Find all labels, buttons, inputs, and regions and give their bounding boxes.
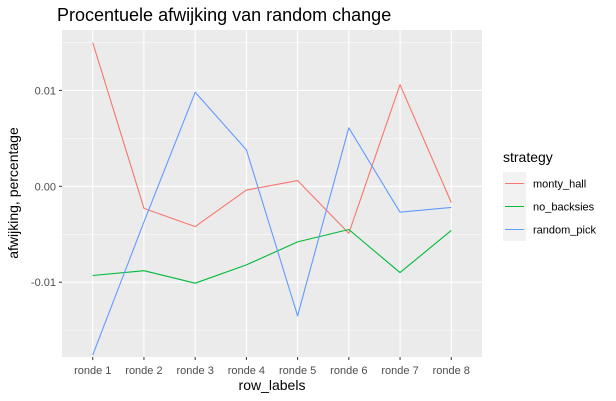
y-axis-title: afwijking, percentage <box>5 127 21 259</box>
y-tick-label: 0.01 <box>35 85 56 97</box>
x-tick-label: ronde 5 <box>279 365 316 377</box>
legend-label: random_pick <box>533 225 596 237</box>
x-tick-label: ronde 1 <box>74 365 111 377</box>
legend-items: monty_hall no_backsies random_pick <box>503 172 596 241</box>
legend-title: strategy <box>503 149 553 165</box>
x-tick-label: ronde 2 <box>125 365 162 377</box>
x-axis: ronde 1 ronde 2 ronde 3 ronde 4 ronde 5 ronde… <box>74 357 470 377</box>
x-tick-label: ronde 3 <box>177 365 214 377</box>
x-tick-label: ronde 6 <box>330 365 367 377</box>
y-axis: 0.01 0.00 -0.01 <box>31 85 62 289</box>
legend-label: monty_hall <box>533 179 586 191</box>
grid-major <box>62 30 482 357</box>
series-line-no-backsies <box>92 228 452 284</box>
chart-title: Procentuele afwijking van random change <box>57 5 391 25</box>
x-tick-label: ronde 4 <box>228 365 265 377</box>
plot-panel <box>62 30 482 357</box>
y-tick-label: 0.00 <box>35 181 56 193</box>
series-line-random-pick <box>92 91 452 356</box>
y-tick-label: -0.01 <box>31 277 56 289</box>
grid-minor <box>62 42 482 331</box>
x-tick-label: ronde 8 <box>433 365 470 377</box>
series-line-monty-hall <box>92 42 452 234</box>
legend-label: no_backsies <box>533 202 595 214</box>
x-axis-title: row_labels <box>239 377 306 393</box>
series-lines <box>92 42 452 356</box>
legend: strategy monty_hall no_backsies random_pic… <box>503 149 596 241</box>
x-tick-label: ronde 7 <box>381 365 418 377</box>
